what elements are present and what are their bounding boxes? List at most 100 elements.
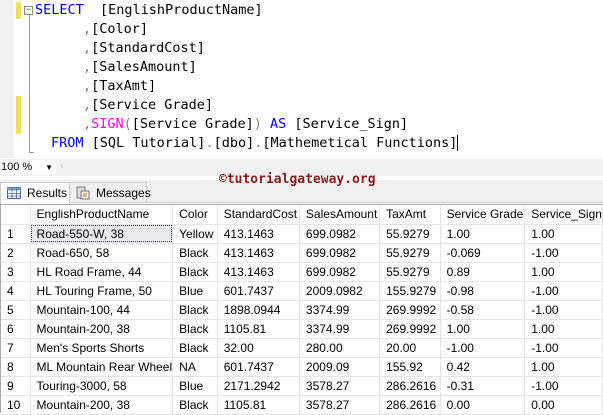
table-cell[interactable]: Mountain-200, 38 bbox=[30, 319, 174, 339]
table-row[interactable]: 3 HL Road Frame, 44 Black 413.1463 699.0982 5… bbox=[1, 262, 603, 282]
table-cell[interactable]: 0.42 bbox=[440, 357, 526, 377]
table-cell[interactable]: -1.00 bbox=[524, 338, 603, 358]
table-cell[interactable]: 0.00 bbox=[524, 395, 603, 415]
column-header[interactable] bbox=[1, 205, 31, 225]
table-cell[interactable]: Men's Sports Shorts bbox=[30, 338, 174, 358]
table-cell[interactable]: -0.31 bbox=[440, 376, 526, 396]
column-header[interactable]: Service Grade bbox=[440, 205, 526, 225]
table-cell[interactable]: -0.58 bbox=[440, 300, 526, 320]
table-cell[interactable]: 286.2616 bbox=[379, 376, 441, 396]
table-cell[interactable]: Yellow bbox=[172, 224, 218, 244]
table-cell[interactable]: 32.00 bbox=[217, 338, 300, 358]
table-cell[interactable]: Black bbox=[172, 338, 218, 358]
column-header[interactable]: SalesAmount bbox=[299, 205, 381, 225]
table-cell[interactable]: 1.00 bbox=[524, 357, 603, 377]
row-number[interactable]: 8 bbox=[1, 357, 31, 377]
table-cell[interactable]: Mountain-100, 44 bbox=[30, 300, 174, 320]
table-cell[interactable]: Black bbox=[172, 300, 218, 320]
table-cell[interactable]: 55.9279 bbox=[379, 262, 441, 282]
table-cell[interactable]: 1.00 bbox=[524, 319, 603, 339]
table-cell[interactable]: HL Touring Frame, 50 bbox=[30, 281, 174, 301]
table-cell[interactable]: 55.9279 bbox=[379, 224, 441, 244]
table-cell[interactable]: Black bbox=[172, 262, 218, 282]
table-cell[interactable]: Mountain-200, 38 bbox=[30, 395, 174, 415]
table-row[interactable]: 2 Road-650, 58 Black 413.1463 699.0982 55.927… bbox=[1, 243, 603, 263]
row-number[interactable]: 9 bbox=[1, 376, 31, 396]
table-cell[interactable]: 0.00 bbox=[440, 395, 526, 415]
table-cell[interactable]: 699.0982 bbox=[299, 262, 381, 282]
row-number[interactable]: 5 bbox=[1, 300, 31, 320]
row-number[interactable]: 3 bbox=[1, 262, 31, 282]
table-cell[interactable]: 1.00 bbox=[524, 262, 603, 282]
table-cell[interactable]: 601.7437 bbox=[217, 357, 300, 377]
table-cell[interactable]: 413.1463 bbox=[217, 224, 300, 244]
table-cell[interactable]: 280.00 bbox=[299, 338, 381, 358]
table-row[interactable]: 5 Mountain-100, 44 Black 1898.0944 3374.99 26… bbox=[1, 300, 603, 320]
table-cell[interactable]: Black bbox=[172, 319, 218, 339]
table-cell[interactable]: Road-650, 58 bbox=[30, 243, 174, 263]
tab-results[interactable]: Results bbox=[0, 182, 70, 204]
table-cell[interactable]: 1.00 bbox=[440, 224, 526, 244]
column-header[interactable]: Color bbox=[172, 205, 218, 225]
table-row[interactable]: 10 Mountain-200, 38 Black 1105.81 3578.27 286… bbox=[1, 395, 603, 415]
table-cell[interactable]: 3578.27 bbox=[299, 376, 381, 396]
table-cell[interactable]: HL Road Frame, 44 bbox=[30, 262, 174, 282]
table-cell[interactable]: Touring-3000, 58 bbox=[30, 376, 174, 396]
table-row[interactable]: 7 Men's Sports Shorts Black 32.00 280.00 20.0… bbox=[1, 338, 603, 358]
table-cell[interactable]: -1.00 bbox=[524, 281, 603, 301]
table-cell[interactable]: 269.9992 bbox=[379, 319, 441, 339]
row-number[interactable]: 4 bbox=[1, 281, 31, 301]
table-cell[interactable]: 2171.2942 bbox=[217, 376, 300, 396]
table-row[interactable]: 4 HL Touring Frame, 50 Blue 601.7437 2009.09… bbox=[1, 281, 603, 301]
query-editor[interactable]: − SELECT [EnglishProductName] ,[Color] ,[S… bbox=[0, 0, 603, 158]
row-number[interactable]: 7 bbox=[1, 338, 31, 358]
table-cell[interactable]: -1.00 bbox=[440, 338, 526, 358]
table-cell[interactable]: -1.00 bbox=[524, 376, 603, 396]
row-number[interactable]: 10 bbox=[1, 395, 31, 415]
table-cell[interactable]: 155.92 bbox=[379, 357, 441, 377]
table-cell[interactable]: 269.9992 bbox=[379, 300, 441, 320]
table-cell[interactable]: 2009.09 bbox=[299, 357, 381, 377]
table-cell[interactable]: Black bbox=[172, 243, 218, 263]
table-cell[interactable]: 1.00 bbox=[440, 319, 526, 339]
table-cell[interactable]: 3578.27 bbox=[299, 395, 381, 415]
table-cell[interactable]: -0.069 bbox=[440, 243, 526, 263]
table-cell[interactable]: Black bbox=[172, 395, 218, 415]
table-cell[interactable]: 3374.99 bbox=[299, 319, 381, 339]
column-header[interactable]: EnglishProductName bbox=[30, 205, 174, 225]
row-number[interactable]: 6 bbox=[1, 319, 31, 339]
table-cell[interactable]: 1105.81 bbox=[217, 395, 300, 415]
table-cell[interactable]: 1105.81 bbox=[217, 319, 300, 339]
column-header[interactable]: Service_Sign bbox=[524, 205, 603, 225]
table-cell[interactable]: Blue bbox=[172, 376, 218, 396]
table-row[interactable]: 8 ML Mountain Rear Wheel NA 601.7437 2009.09… bbox=[1, 357, 603, 377]
table-cell[interactable]: 699.0982 bbox=[299, 224, 381, 244]
row-number[interactable]: 1 bbox=[1, 224, 31, 244]
table-cell[interactable]: ML Mountain Rear Wheel bbox=[30, 357, 174, 377]
table-cell[interactable]: 601.7437 bbox=[217, 281, 300, 301]
results-grid[interactable]: EnglishProductName Color StandardCost Sales… bbox=[0, 204, 603, 415]
table-cell[interactable]: 3374.99 bbox=[299, 300, 381, 320]
table-cell[interactable]: 413.1463 bbox=[217, 262, 300, 282]
table-cell[interactable]: 286.2616 bbox=[379, 395, 441, 415]
table-cell[interactable]: Road-550-W, 38 bbox=[30, 224, 174, 244]
table-cell[interactable]: NA bbox=[172, 357, 218, 377]
table-cell[interactable]: -1.00 bbox=[524, 300, 603, 320]
table-cell[interactable]: 2009.0982 bbox=[299, 281, 381, 301]
table-cell[interactable]: 20.00 bbox=[379, 338, 441, 358]
scroll-left-icon[interactable]: ‹ bbox=[60, 160, 64, 172]
table-cell[interactable]: 55.9279 bbox=[379, 243, 441, 263]
table-cell[interactable]: 413.1463 bbox=[217, 243, 300, 263]
table-row[interactable]: 6 Mountain-200, 38 Black 1105.81 3374.99 269.… bbox=[1, 319, 603, 339]
row-number[interactable]: 2 bbox=[1, 243, 31, 263]
table-cell[interactable]: 1.00 bbox=[524, 224, 603, 244]
table-cell[interactable]: -0.98 bbox=[440, 281, 526, 301]
tab-messages[interactable]: Messages bbox=[69, 182, 151, 203]
table-row[interactable]: 1 Road-550-W, 38 Yellow 413.1463 699.0982 55.… bbox=[1, 224, 603, 244]
table-cell[interactable]: 699.0982 bbox=[299, 243, 381, 263]
column-header[interactable]: StandardCost bbox=[217, 205, 300, 225]
table-cell[interactable]: -1.00 bbox=[524, 243, 603, 263]
column-header[interactable]: TaxAmt bbox=[379, 205, 441, 225]
table-cell[interactable]: Blue bbox=[172, 281, 218, 301]
zoom-select[interactable]: 100 % ▼ bbox=[0, 160, 56, 175]
